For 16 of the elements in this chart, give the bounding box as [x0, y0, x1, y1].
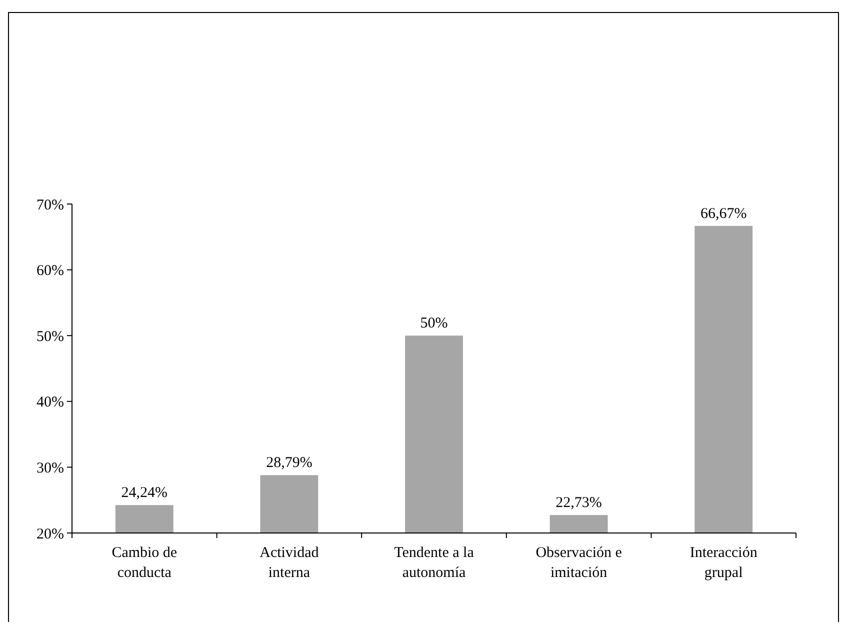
y-tick-label: 70%: [36, 197, 64, 214]
x-tick-label: Interacción grupal: [690, 545, 758, 581]
data-label: 50%: [420, 316, 448, 332]
x-tick-label: Observación e imitación: [536, 545, 622, 581]
y-tick-label: 60%: [36, 263, 64, 280]
x-tick-label: Tendente a la autonomía: [394, 545, 474, 581]
y-tick-label: 40%: [36, 394, 64, 411]
data-label: 24,24%: [121, 485, 168, 502]
data-label: 66,67%: [700, 206, 747, 222]
x-tick-label: Cambio de conducta: [112, 545, 178, 581]
x-tick-label: Actividad interna: [260, 545, 320, 581]
y-tick-label: 50%: [36, 328, 64, 345]
y-tick-label: 20%: [36, 526, 64, 542]
data-label: 22,73%: [556, 495, 602, 512]
y-tick-label: 30%: [36, 460, 64, 476]
data-label: 28,79%: [266, 455, 312, 472]
